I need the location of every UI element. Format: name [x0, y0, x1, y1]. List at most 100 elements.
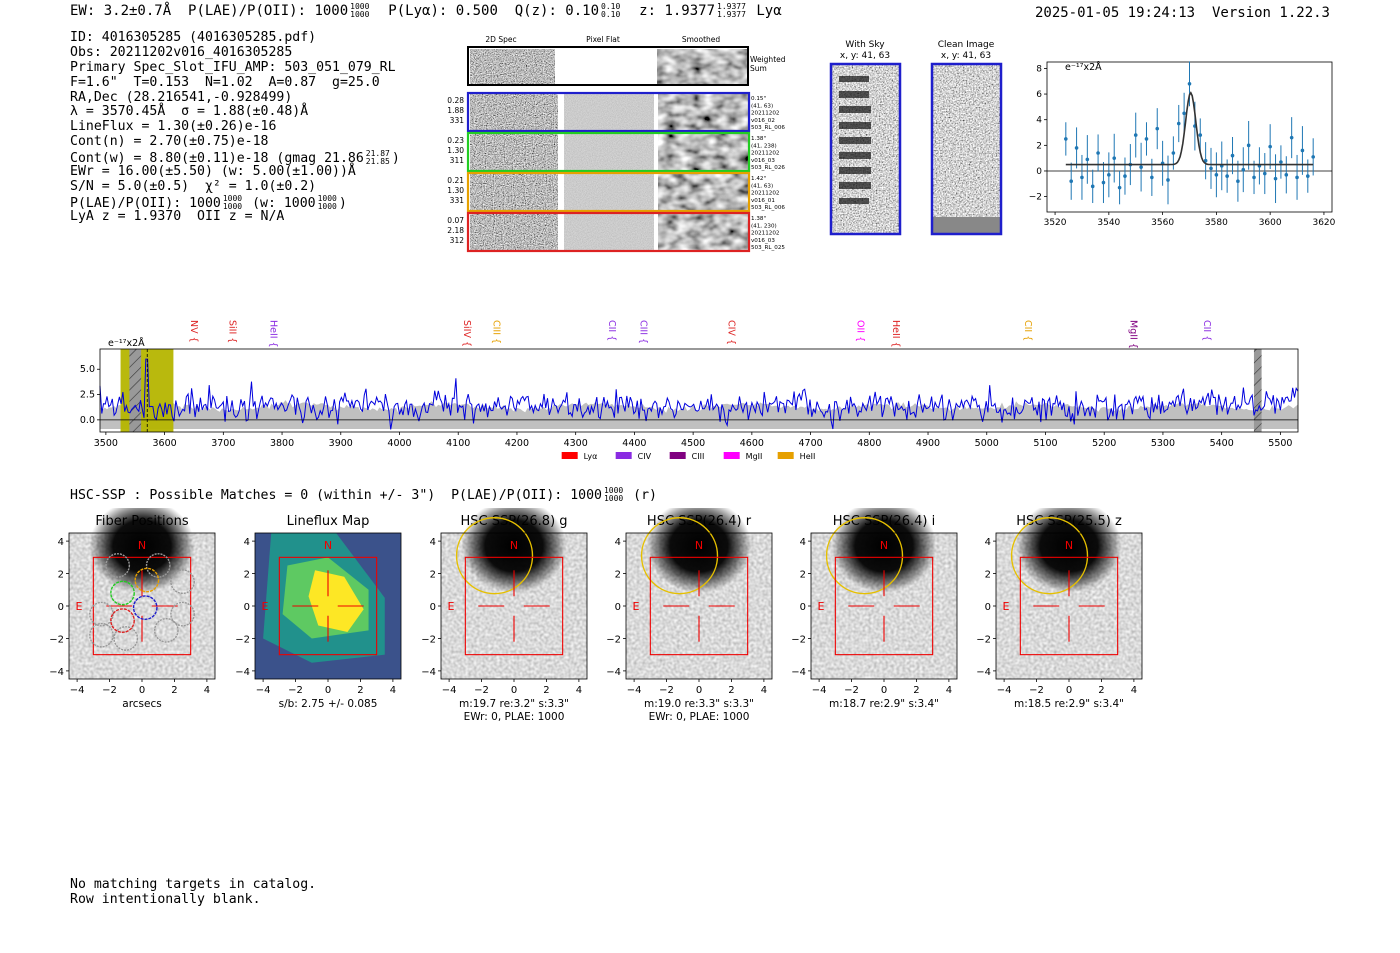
zoom-data-point	[1074, 146, 1079, 150]
full-error-band	[100, 400, 1298, 429]
lineflux-peak	[308, 570, 364, 632]
fiber-cutouts: 2D Spec Pixel Flat Smoothed Weighted Sum…	[447, 35, 786, 253]
hsc-caption: m:18.7 re:2.9" s:3.4"	[829, 698, 939, 710]
with-sky-frame	[829, 62, 902, 236]
hsc-xtick-label: −4	[442, 685, 457, 696]
cutout-left-label: 311	[450, 156, 465, 165]
info-lya: LyA z = 1.9370 OII z = N/A	[70, 208, 285, 224]
hsc-caption: arcsecs	[122, 698, 161, 710]
cutout-right-label: (41, 238)	[751, 143, 777, 149]
hsc-ytick-label: −2	[791, 634, 806, 645]
east-label: E	[75, 600, 82, 613]
zoom-model-line	[1065, 91, 1314, 166]
legend-label: Lyα	[584, 452, 598, 461]
info-lineflux: LineFlux = 1.30(±0.26)e-16	[70, 119, 277, 135]
summary-header: EW: 3.2±0.7Å P(LAE)/P(OII): 1000 1000 1000…	[70, 2, 782, 20]
hsc-panels: Fiber PositionsNE−4−4−2−2002244arcsecsLi…	[49, 508, 1143, 723]
legend-swatch	[615, 452, 632, 459]
with-sky-xy: x, y: 41, 63	[840, 51, 890, 61]
plae-value: P(LAE)/P(OII): 1000	[188, 3, 349, 19]
full-xtick-label: 4800	[857, 438, 881, 449]
hsc-ytick-label: 2	[244, 570, 250, 581]
zoom-data-point	[1252, 175, 1256, 180]
z-lower: 1.9377	[717, 10, 746, 19]
cutout-smoothed	[658, 94, 748, 130]
hsc-caption-2: EWr: 0, PLAE: 1000	[464, 711, 565, 723]
legend-swatch	[723, 452, 740, 459]
full-xtick-label: 4500	[681, 438, 705, 449]
cutout-left-label: 312	[450, 236, 465, 245]
line-marker-label: HeII {	[890, 320, 901, 348]
hsc-ytick-label: 0	[615, 602, 621, 613]
hsc-title-upper: 1000	[603, 486, 624, 495]
zoom-xtick-label: 3580	[1205, 218, 1228, 228]
hsc-xtick-label: 4	[576, 685, 582, 696]
hsc-xtick-label: 0	[696, 685, 702, 696]
fiber-circle	[170, 601, 195, 627]
zoom-ytick-label: 2	[1036, 141, 1042, 151]
hsc-caption: s/b: 2.75 +/- 0.085	[279, 698, 378, 710]
hsc-xtick-label: −4	[70, 685, 85, 696]
plae-upper: 1000	[350, 2, 370, 11]
line-marker-label: CII {	[1022, 320, 1033, 341]
cutout-smoothed	[658, 174, 748, 210]
cutout-right-label: 503_RL_006	[751, 205, 785, 211]
plya-value: P(Lyα): 0.500	[388, 3, 498, 19]
zoom-ytick-label: 6	[1036, 90, 1042, 100]
hsc-title-suffix: (r)	[633, 488, 657, 503]
north-label: N	[510, 539, 518, 552]
zoom-data-point	[1182, 111, 1186, 116]
hsc-xtick-label: −4	[812, 685, 827, 696]
with-sky-title: With Sky	[845, 40, 885, 50]
full-ytick-label: 2.5	[80, 390, 95, 401]
zoom-data-point	[1311, 155, 1315, 159]
cutout-frame	[466, 171, 751, 213]
bright-galaxy	[1016, 508, 1122, 593]
line-marker-label: SiIV {	[461, 320, 472, 347]
zoom-xtick-label: 3540	[1097, 218, 1120, 228]
aperture-ellipse	[640, 517, 719, 595]
zoom-data-point	[1139, 165, 1143, 169]
weighted-label-2: Sum	[750, 64, 767, 73]
hsc-ytick-label: −2	[421, 634, 436, 645]
hsc-caption: m:19.7 re:3.2" s:3.3"	[459, 698, 569, 710]
catalog-note-line1: No matching targets in catalog.	[70, 877, 317, 892]
legend-label: HeII	[800, 452, 816, 461]
hsc-caption: m:19.0 re:3.3" s:3.3"	[644, 698, 754, 710]
full-plot: 3500 3600 3700 3800 3900 4000 4100 4200 4300 4400…	[80, 320, 1299, 461]
full-xtick-label: 3800	[270, 438, 294, 449]
contw-lower: 21.85	[365, 157, 390, 167]
hsc-ytick-label: −4	[49, 667, 64, 678]
zoom-data-point	[1279, 160, 1283, 164]
fiber-circle	[89, 601, 114, 627]
hsc-xtick-label: 4	[946, 685, 952, 696]
zoom-data-point	[1155, 126, 1160, 131]
full-xtick-label: 5400	[1210, 438, 1234, 449]
with-sky-image	[832, 65, 899, 233]
cutout-right-label: 0.15"	[751, 96, 766, 102]
hsc-xtick-label: 0	[1066, 685, 1072, 696]
zoom-data-point	[1123, 174, 1127, 178]
hsc-ytick-label: 0	[800, 602, 806, 613]
hsc-xtick-label: 4	[390, 685, 396, 696]
full-masked-hatch	[1253, 349, 1262, 432]
full-xtick-label: 4000	[387, 438, 411, 449]
hsc-ytick-label: 0	[58, 602, 64, 613]
cutout-pixelflat	[564, 174, 654, 210]
full-xtick-label: 4200	[505, 438, 529, 449]
weighted-sum-smoothed	[657, 49, 747, 85]
search-box	[649, 556, 749, 656]
weighted-sum-frame	[467, 46, 749, 86]
full-xtick-label: 5500	[1268, 438, 1292, 449]
hsc-ytick-label: 0	[244, 602, 250, 613]
fiber-circle	[113, 626, 139, 651]
sky-lines	[839, 76, 871, 204]
line-marker-label: HeII {	[267, 320, 278, 348]
hsc-xtick-label: −2	[102, 685, 117, 696]
contw-upper: 21.87	[365, 149, 390, 159]
cutout-left-label: 1.30	[447, 186, 464, 195]
hsc-caption-2: EWr: 0, PLAE: 1000	[649, 711, 750, 723]
cutout-right-label: 503_RL_025	[751, 245, 785, 251]
cutout-pixelflat	[564, 134, 654, 170]
zoom-data-point	[1176, 121, 1181, 126]
